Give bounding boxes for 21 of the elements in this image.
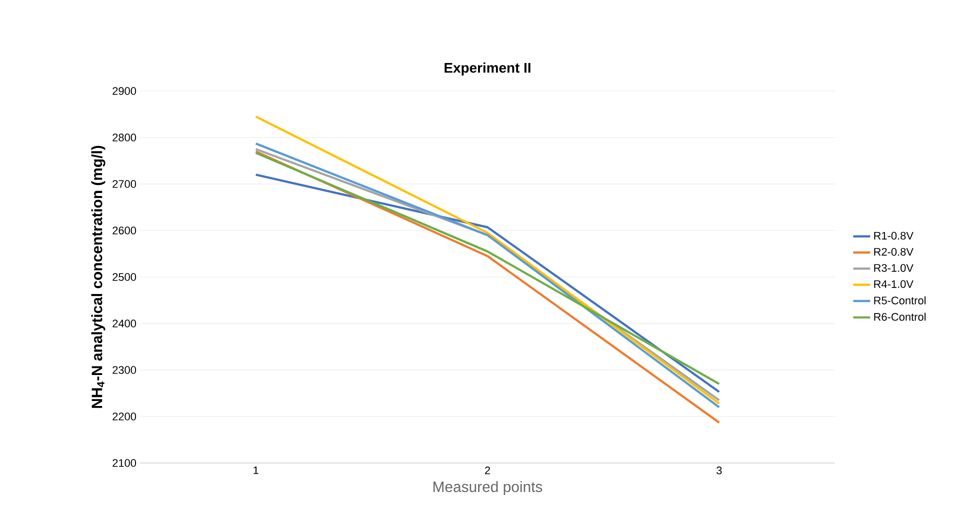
x-axis-title: Measured points	[433, 481, 542, 496]
legend-label: R6-Control	[874, 312, 926, 321]
y-tick-label: 2800	[112, 134, 136, 142]
x-tick-label: 3	[716, 466, 722, 474]
y-tick-label: 2100	[112, 459, 136, 467]
y-tick-label: 2900	[112, 87, 136, 95]
chart-title: Experiment II	[444, 62, 530, 76]
y-tick-label: 2300	[112, 366, 136, 374]
y-tick-label: 2200	[112, 412, 136, 420]
legend-label: R4-1.0V	[874, 280, 914, 288]
legend-label: R2-0.8V	[874, 248, 914, 256]
y-tick-label: 2500	[112, 273, 136, 281]
x-tick-label: 2	[485, 466, 490, 474]
y-tick-label: 2400	[112, 320, 136, 328]
x-tick-label: 1	[254, 466, 258, 474]
y-tick-label: 2700	[112, 180, 136, 188]
legend-label: R5-Control	[874, 296, 926, 304]
legend-label: R1-0.8V	[874, 232, 914, 240]
y-axis-title: NH$_{4}$-N analytical concentration (mg/l)	[91, 146, 106, 408]
legend-label: R3-1.0V	[874, 264, 914, 272]
y-tick-label: 2600	[112, 226, 136, 234]
